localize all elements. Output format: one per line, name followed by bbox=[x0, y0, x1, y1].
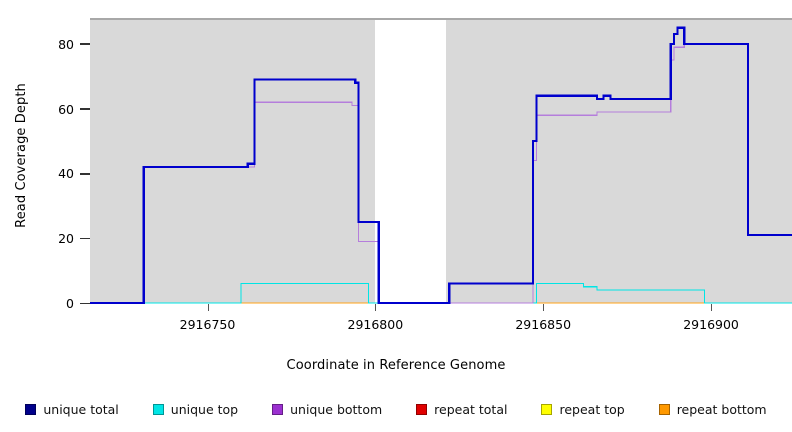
y-tick-mark bbox=[80, 108, 90, 110]
legend-item-unique-bottom[interactable]: unique bottom bbox=[272, 402, 382, 417]
y-tick: 60 bbox=[40, 101, 74, 117]
legend-item-unique-total[interactable]: unique total bbox=[25, 401, 119, 417]
y-tick-mark bbox=[80, 237, 90, 240]
x-tick-mark bbox=[207, 304, 209, 311]
y-tick-mark bbox=[80, 172, 90, 175]
x-tick: 2916900 bbox=[651, 314, 771, 333]
x-tick-mark bbox=[711, 304, 713, 311]
y-tick: 80 bbox=[40, 36, 74, 52]
x-tick: 2916750 bbox=[148, 314, 268, 333]
x-tick-mark bbox=[543, 304, 545, 311]
legend-swatch-icon bbox=[152, 403, 164, 415]
legend-label: unique bottom bbox=[290, 401, 383, 417]
legend-label: repeat top bbox=[559, 401, 625, 417]
legend-label: repeat total bbox=[434, 401, 508, 417]
legend-item-repeat-bottom[interactable]: repeat bottom bbox=[658, 401, 767, 417]
y-tick-mark bbox=[80, 302, 90, 305]
x-axis-title: Coordinate in Reference Genome bbox=[286, 358, 506, 373]
y-tick-label: 0 bbox=[66, 296, 74, 311]
y-tick-label: 60 bbox=[58, 101, 74, 117]
x-tick-label: 2916900 bbox=[683, 317, 739, 332]
legend-swatch-icon bbox=[272, 403, 284, 415]
x-tick: 2916850 bbox=[483, 314, 603, 333]
legend-label: unique total bbox=[43, 401, 119, 417]
shaded-region-1 bbox=[445, 18, 792, 303]
legend-swatch-icon bbox=[416, 403, 428, 415]
legend-swatch-icon bbox=[658, 403, 670, 415]
shaded-region-0 bbox=[90, 18, 376, 303]
y-axis-title-text: Read Coverage Depth bbox=[13, 82, 29, 228]
y-tick-label: 40 bbox=[58, 166, 74, 182]
y-tick-mark bbox=[80, 43, 90, 45]
legend-item-unique-top[interactable]: unique top bbox=[152, 401, 239, 417]
x-tick-label: 2916850 bbox=[515, 317, 572, 332]
x-tick-label: 2916800 bbox=[347, 317, 404, 332]
series-line-unique-bottom bbox=[90, 43, 792, 304]
x-tick-mark bbox=[375, 304, 377, 311]
y-tick: 40 bbox=[40, 166, 74, 182]
y-tick-label: 80 bbox=[58, 36, 74, 52]
legend-item-repeat-total[interactable]: repeat total bbox=[416, 402, 507, 417]
legend-swatch-icon bbox=[25, 403, 37, 415]
legend-item-repeat-top[interactable]: repeat top bbox=[541, 401, 625, 417]
series-line-unique-top bbox=[90, 282, 792, 304]
x-tick-label: 2916750 bbox=[179, 317, 236, 332]
series-line-unique-total bbox=[90, 26, 792, 305]
gap-region-top-edge bbox=[375, 18, 446, 20]
series-lines bbox=[90, 26, 792, 305]
x-tick: 2916800 bbox=[315, 314, 435, 333]
shaded-region-top-edge-0 bbox=[90, 18, 376, 20]
plot-area bbox=[90, 18, 792, 305]
chart-legend: unique total unique top unique bottom repea… bbox=[0, 398, 792, 420]
legend-label: unique top bbox=[170, 401, 239, 417]
legend-swatch-icon bbox=[541, 403, 553, 415]
y-tick-label: 20 bbox=[58, 231, 74, 247]
y-tick: 20 bbox=[40, 231, 74, 247]
y-tick: 0 bbox=[40, 296, 74, 311]
y-axis-title: Read Coverage Depth bbox=[10, 0, 32, 310]
shaded-region-top-edge-1 bbox=[445, 18, 792, 20]
legend-label: repeat bottom bbox=[676, 401, 767, 417]
